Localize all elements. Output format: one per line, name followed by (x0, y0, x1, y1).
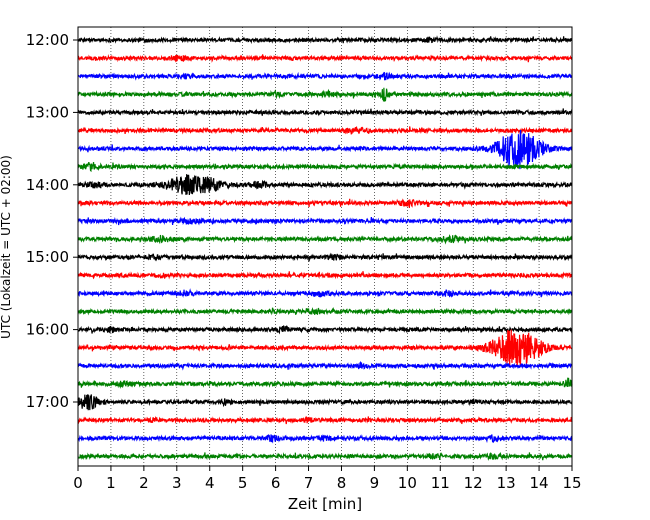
seismic-trace (77, 129, 573, 170)
seismic-trace (77, 451, 573, 461)
grid-lines (110, 27, 540, 466)
plot-area (78, 27, 572, 466)
y-tick-label: 16:00 (26, 321, 69, 339)
x-tick-label: 8 (337, 474, 347, 492)
x-tick-label: 15 (562, 474, 581, 492)
x-tick-label: 0 (73, 474, 83, 492)
seismic-trace (77, 377, 573, 389)
seismic-trace (77, 198, 573, 209)
seismic-trace (77, 108, 573, 117)
x-tick-label: 10 (398, 474, 417, 492)
seismic-trace (77, 87, 573, 102)
x-tick-label: 3 (172, 474, 182, 492)
seismic-trace (77, 216, 573, 226)
seismic-trace (77, 288, 573, 298)
x-axis-label: Zeit [min] (288, 495, 362, 513)
y-axis-label: UTC (Lokalzeit = UTC + 02:00) (0, 155, 13, 339)
seismic-trace (77, 415, 573, 425)
seismic-trace (77, 360, 573, 371)
seismic-trace (77, 35, 573, 45)
x-tick-label: 9 (370, 474, 380, 492)
seismic-trace (77, 234, 573, 245)
seismic-trace (77, 394, 573, 411)
seismic-trace (77, 306, 573, 316)
seismic-trace (77, 162, 573, 173)
seismic-trace (77, 126, 573, 135)
x-axis-ticks: 0 1 2 3 4 5 6 7 8 9 10 11 12 13 14 15 (73, 466, 582, 492)
seismic-trace (77, 252, 573, 262)
x-tick-label: 7 (304, 474, 314, 492)
y-tick-label: 15:00 (26, 248, 69, 266)
seismic-trace (77, 71, 573, 81)
x-tick-label: 2 (139, 474, 149, 492)
x-tick-label: 11 (431, 474, 450, 492)
x-tick-label: 5 (238, 474, 248, 492)
seismic-trace (77, 329, 573, 367)
x-tick-label: 6 (271, 474, 281, 492)
x-tick-label: 12 (464, 474, 483, 492)
y-axis-ticks: 12:00 13:00 14:00 15:00 16:00 17:00 (26, 31, 78, 411)
x-tick-label: 4 (205, 474, 215, 492)
x-tick-label: 1 (106, 474, 116, 492)
y-tick-label: 13:00 (26, 103, 69, 121)
plot-border (77, 26, 573, 467)
seismic-trace (77, 174, 573, 195)
x-tick-label: 14 (530, 474, 549, 492)
y-tick-label: 14:00 (26, 176, 69, 194)
x-tick-label: 13 (497, 474, 516, 492)
seismic-trace (77, 324, 573, 335)
y-tick-label: 12:00 (26, 31, 69, 49)
seismic-trace (77, 53, 573, 63)
seismic-trace (77, 434, 573, 444)
seismic-trace (77, 271, 573, 280)
y-tick-label: 17:00 (26, 393, 69, 411)
traces (77, 35, 573, 461)
